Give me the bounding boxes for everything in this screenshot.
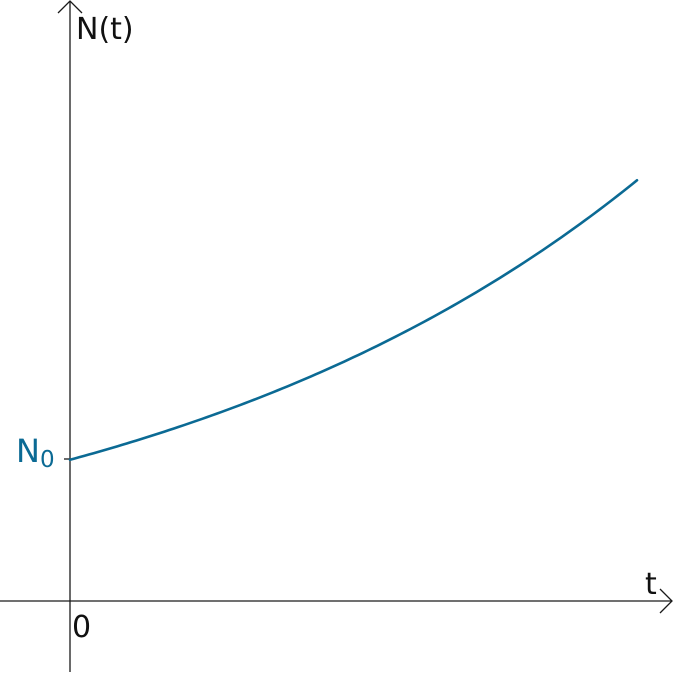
series-line xyxy=(68,179,639,462)
y-intercept-label-main: N xyxy=(16,432,40,470)
y-axis-label: N(t) xyxy=(76,12,134,47)
x-axis-arrow-icon xyxy=(659,588,673,614)
y-intercept-label: N0 xyxy=(16,432,55,473)
origin-label: 0 xyxy=(72,610,91,645)
y-axis-arrow-icon xyxy=(57,0,83,14)
x-axis-label: t xyxy=(645,567,657,602)
y-intercept-label-sub: 0 xyxy=(40,447,55,473)
